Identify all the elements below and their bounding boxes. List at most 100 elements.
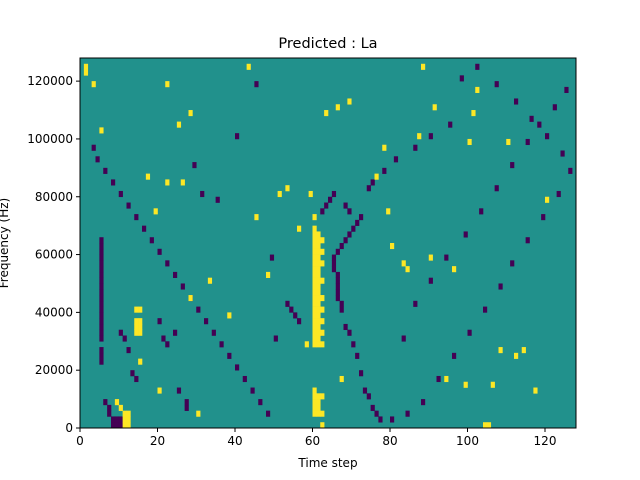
heatmap-cell-high <box>180 179 185 186</box>
heatmap-cell-high <box>277 190 282 198</box>
heatmap-cell-high <box>316 271 321 278</box>
heatmap-cell-low <box>91 144 96 151</box>
heatmap-cell-low <box>401 335 406 342</box>
heatmap-cell-low <box>99 329 104 336</box>
y-tick-label: 120000 <box>27 74 73 88</box>
heatmap-cell-high <box>521 347 526 354</box>
heatmap-cell-high <box>122 416 127 423</box>
heatmap-cell-high <box>312 306 317 313</box>
y-axis-label: Frequency (Hz) <box>0 198 11 289</box>
heatmap-cell-low <box>475 63 480 70</box>
heatmap-cell-low <box>320 208 325 215</box>
heatmap-cells <box>80 58 576 428</box>
heatmap-cell-high <box>312 318 317 325</box>
heatmap-cell-high <box>188 295 193 302</box>
heatmap-cell-low <box>99 237 104 244</box>
heatmap-cell-low <box>269 254 275 261</box>
heatmap-cell-low <box>459 75 464 82</box>
heatmap-cell-high <box>320 237 325 244</box>
heatmap-cell-high <box>188 110 193 117</box>
heatmap-cell-high <box>316 295 321 302</box>
heatmap-cell-high <box>312 231 317 238</box>
heatmap-cell-low <box>122 335 127 342</box>
heatmap-cell-low <box>343 237 348 244</box>
heatmap-cell-high <box>126 422 131 428</box>
heatmap-cell-low <box>99 312 104 319</box>
heatmap-cell-high <box>316 410 321 417</box>
heatmap-cell-low <box>366 393 371 400</box>
heatmap-cell-low <box>99 306 104 313</box>
heatmap-cell-low <box>351 225 356 232</box>
heatmap-cell-low <box>99 271 104 278</box>
heatmap-cell-low <box>339 306 344 313</box>
heatmap-cell-high <box>312 387 317 394</box>
heatmap-cell-low <box>545 133 550 140</box>
heatmap-cell-high <box>316 260 321 267</box>
heatmap-cell-high <box>382 144 387 151</box>
heatmap-cell-high <box>490 381 495 388</box>
heatmap-cell-low <box>103 399 108 406</box>
heatmap-cell-low <box>428 277 433 284</box>
heatmap-cell-high <box>297 225 302 232</box>
heatmap-cell-high <box>312 277 317 284</box>
heatmap-cell-low <box>297 318 302 325</box>
heatmap-cell-high <box>316 393 321 400</box>
heatmap-cell-low <box>444 254 449 261</box>
heatmap-cell-low <box>99 283 104 290</box>
heatmap-cell-low <box>359 214 364 221</box>
heatmap-cell-high <box>316 266 321 273</box>
heatmap-cell-low <box>494 185 499 192</box>
heatmap-cell-high <box>316 283 321 290</box>
heatmap-cell-high <box>138 318 143 325</box>
heatmap-cell-low <box>161 335 166 342</box>
heatmap-cell-low <box>339 243 344 250</box>
heatmap-cell-low <box>134 375 139 383</box>
heatmap-cell-low <box>335 295 340 302</box>
heatmap-cell-high <box>432 104 437 111</box>
heatmap-cell-high <box>316 306 321 313</box>
heatmap-cell-high <box>196 410 201 417</box>
heatmap-cell-high <box>312 283 317 290</box>
heatmap-cell-high <box>463 381 468 388</box>
heatmap-cell-high <box>138 329 143 336</box>
heatmap-cell-low <box>134 214 139 221</box>
heatmap-cell-low <box>328 196 333 203</box>
heatmap-cell-high <box>227 312 232 319</box>
heatmap-cell-high <box>312 295 317 302</box>
heatmap-cell-low <box>483 306 488 313</box>
heatmap-cell-high <box>405 266 410 273</box>
heatmap-cell-low <box>250 387 255 394</box>
heatmap-cell-high <box>417 133 422 140</box>
heatmap-cell-low <box>99 254 104 261</box>
heatmap-cell-low <box>347 329 352 336</box>
heatmap-cell-low <box>99 358 104 365</box>
heatmap-cell-high <box>316 323 321 331</box>
heatmap-cell-high <box>316 277 321 284</box>
heatmap-cell-low <box>374 410 379 417</box>
heatmap-cell-low <box>510 260 515 267</box>
heatmap-cell-low <box>324 202 329 209</box>
heatmap-cell-low <box>173 271 178 278</box>
heatmap-cell-low <box>114 416 120 423</box>
heatmap-cell-low <box>200 190 205 198</box>
heatmap-cell-low <box>413 300 418 307</box>
x-tick-label: 20 <box>150 434 165 448</box>
heatmap-cell-low <box>331 190 337 198</box>
heatmap-cell-high <box>386 208 391 215</box>
heatmap-cell-low <box>114 422 120 428</box>
heatmap-cell-low <box>157 318 162 325</box>
heatmap-cell-low <box>335 289 340 296</box>
heatmap-cell-high <box>138 306 143 313</box>
heatmap-cell-low <box>463 231 468 238</box>
heatmap-cell-high <box>207 277 213 284</box>
heatmap-cell-high <box>134 323 139 331</box>
heatmap-cell-high <box>312 254 317 261</box>
heatmap-cell-high <box>126 416 131 423</box>
heatmap-cell-high <box>316 312 321 319</box>
y-axis: 0 20000 40000 60000 80000 100000 120000 <box>27 74 80 435</box>
heatmap-cell-low <box>541 214 546 221</box>
heatmap-cell-high <box>316 329 321 336</box>
heatmap-cell-low <box>370 179 375 186</box>
heatmap-cell-high <box>138 358 143 365</box>
heatmap-cell-high <box>316 399 321 406</box>
